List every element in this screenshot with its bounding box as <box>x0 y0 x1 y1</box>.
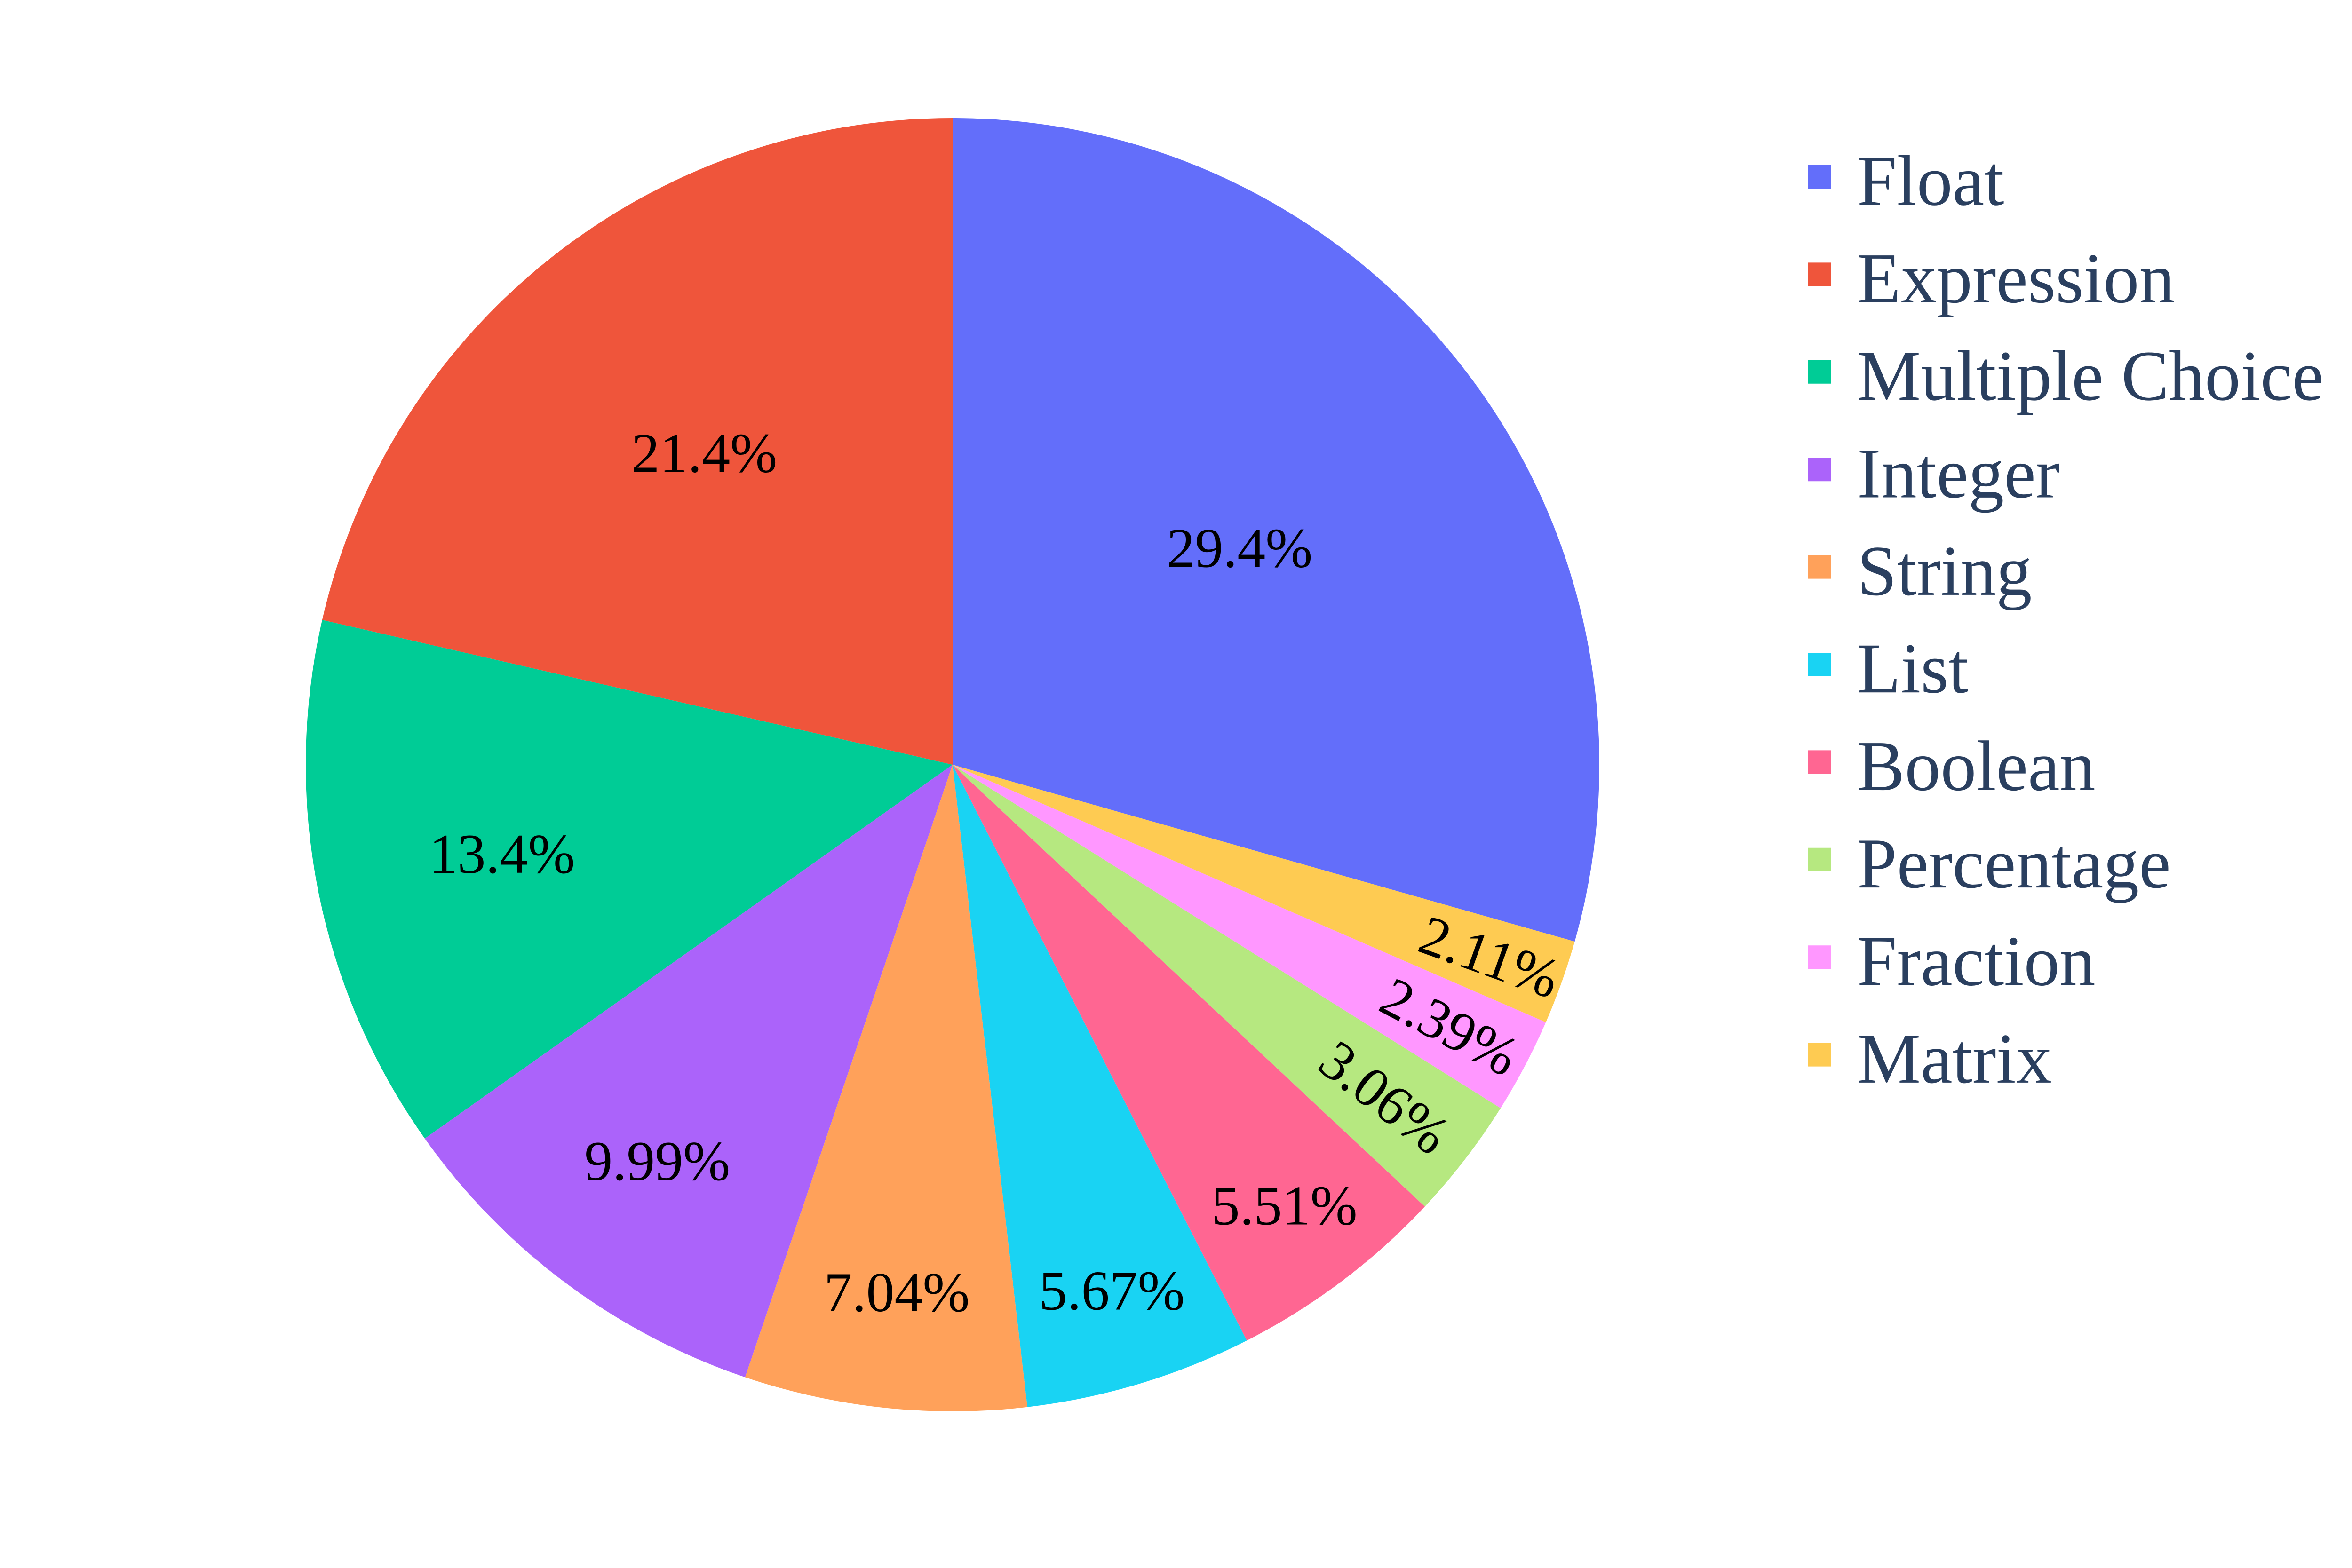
svg-text:String: String <box>1857 531 2032 610</box>
svg-text:List: List <box>1857 629 1968 708</box>
svg-text:Float: Float <box>1857 141 2004 220</box>
svg-text:29.4%: 29.4% <box>1167 517 1312 579</box>
svg-text:21.4%: 21.4% <box>631 422 777 484</box>
svg-text:5.51%: 5.51% <box>1212 1174 1358 1236</box>
svg-text:13.4%: 13.4% <box>429 823 575 885</box>
svg-text:Percentage: Percentage <box>1857 824 2171 903</box>
svg-text:Fraction: Fraction <box>1857 921 2096 1000</box>
svg-text:Integer: Integer <box>1857 434 2059 513</box>
svg-text:7.04%: 7.04% <box>824 1261 970 1323</box>
svg-text:9.99%: 9.99% <box>584 1130 730 1192</box>
svg-text:Expression: Expression <box>1857 239 2175 318</box>
svg-text:Boolean: Boolean <box>1857 727 2096 806</box>
svg-text:Matrix: Matrix <box>1857 1019 2052 1098</box>
svg-text:5.67%: 5.67% <box>1039 1259 1185 1322</box>
svg-text:Multiple Choice: Multiple Choice <box>1857 336 2324 415</box>
